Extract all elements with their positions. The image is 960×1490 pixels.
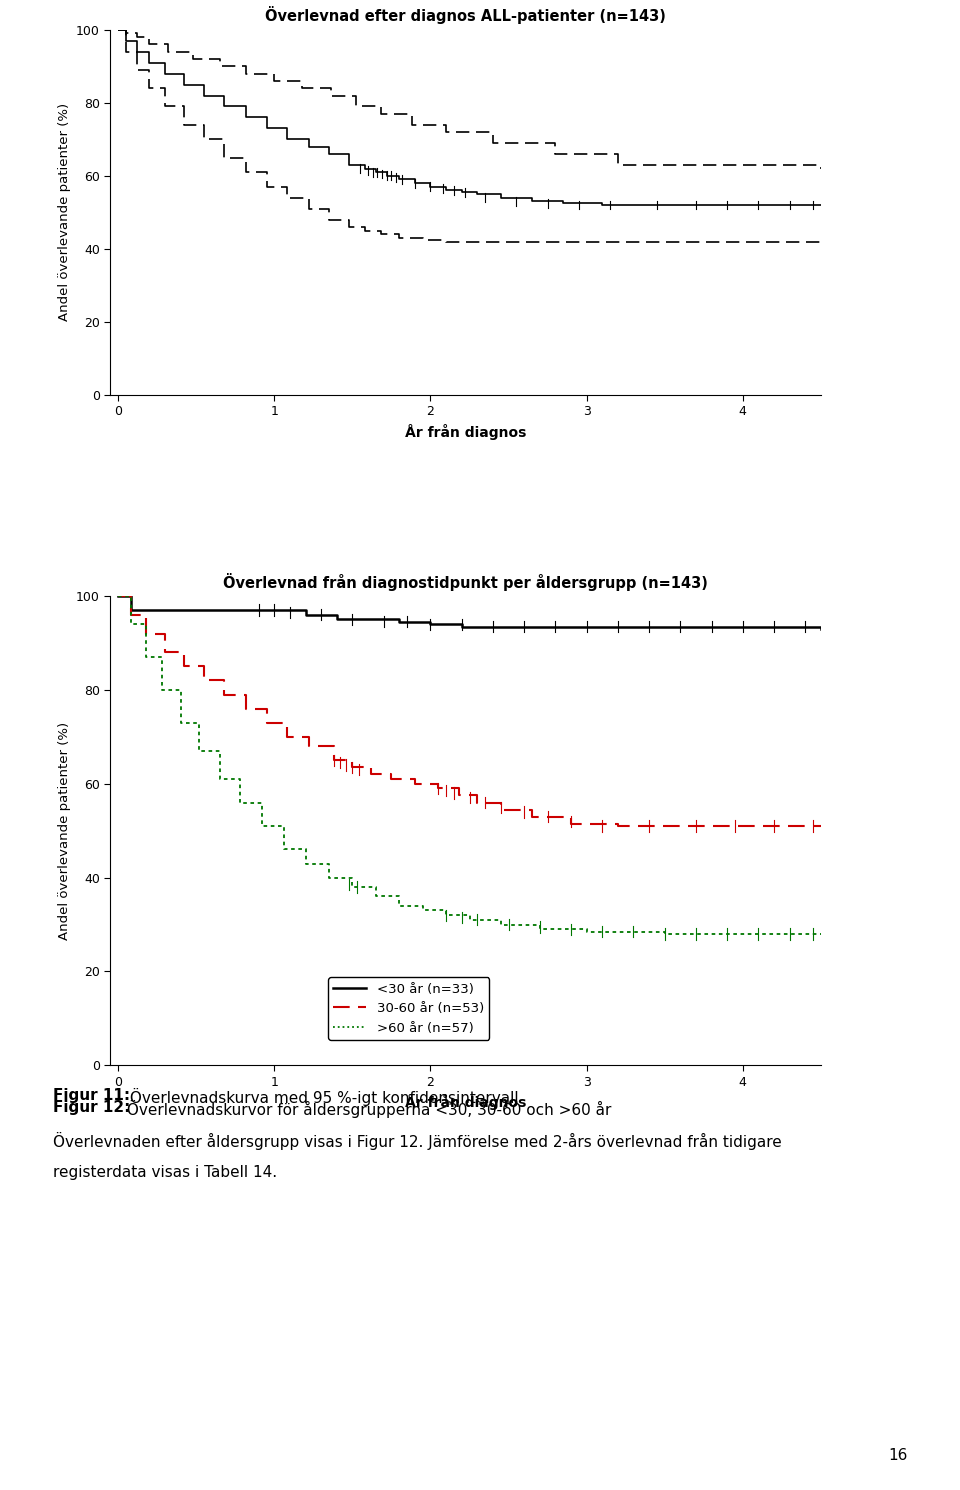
Text: Figur 11:: Figur 11: (53, 1088, 130, 1103)
Text: Överlevnadskurva med 95 %-igt konfidensintervall: Överlevnadskurva med 95 %-igt konfidensi… (125, 1088, 518, 1106)
X-axis label: År från diagnos: År från diagnos (405, 423, 526, 440)
Text: Överlevnadskurvor för åldersgrupperna <30, 30-60 och >60 år: Överlevnadskurvor för åldersgrupperna <3… (122, 1100, 612, 1118)
X-axis label: År från diagnos: År från diagnos (405, 1094, 526, 1110)
Text: Figur 12:: Figur 12: (53, 1100, 131, 1115)
Text: registerdata visas i Tabell 14.: registerdata visas i Tabell 14. (53, 1165, 276, 1180)
Title: Överlevnad efter diagnos ALL-patienter (n=143): Överlevnad efter diagnos ALL-patienter (… (265, 6, 666, 24)
Text: Överlevnaden efter åldersgrupp visas i Figur 12. Jämförelse med 2-års överlevnad: Överlevnaden efter åldersgrupp visas i F… (53, 1132, 781, 1150)
Y-axis label: Andel överlevande patienter (%): Andel överlevande patienter (%) (58, 721, 70, 940)
Title: Överlevnad från diagnostidpunkt per åldersgrupp (n=143): Överlevnad från diagnostidpunkt per ålde… (223, 572, 708, 590)
Legend: <30 år (n=33), 30-60 år (n=53), >60 år (n=57): <30 år (n=33), 30-60 år (n=53), >60 år (… (328, 977, 490, 1040)
Y-axis label: Andel överlevande patienter (%): Andel överlevande patienter (%) (58, 103, 70, 322)
Text: 16: 16 (888, 1448, 907, 1463)
